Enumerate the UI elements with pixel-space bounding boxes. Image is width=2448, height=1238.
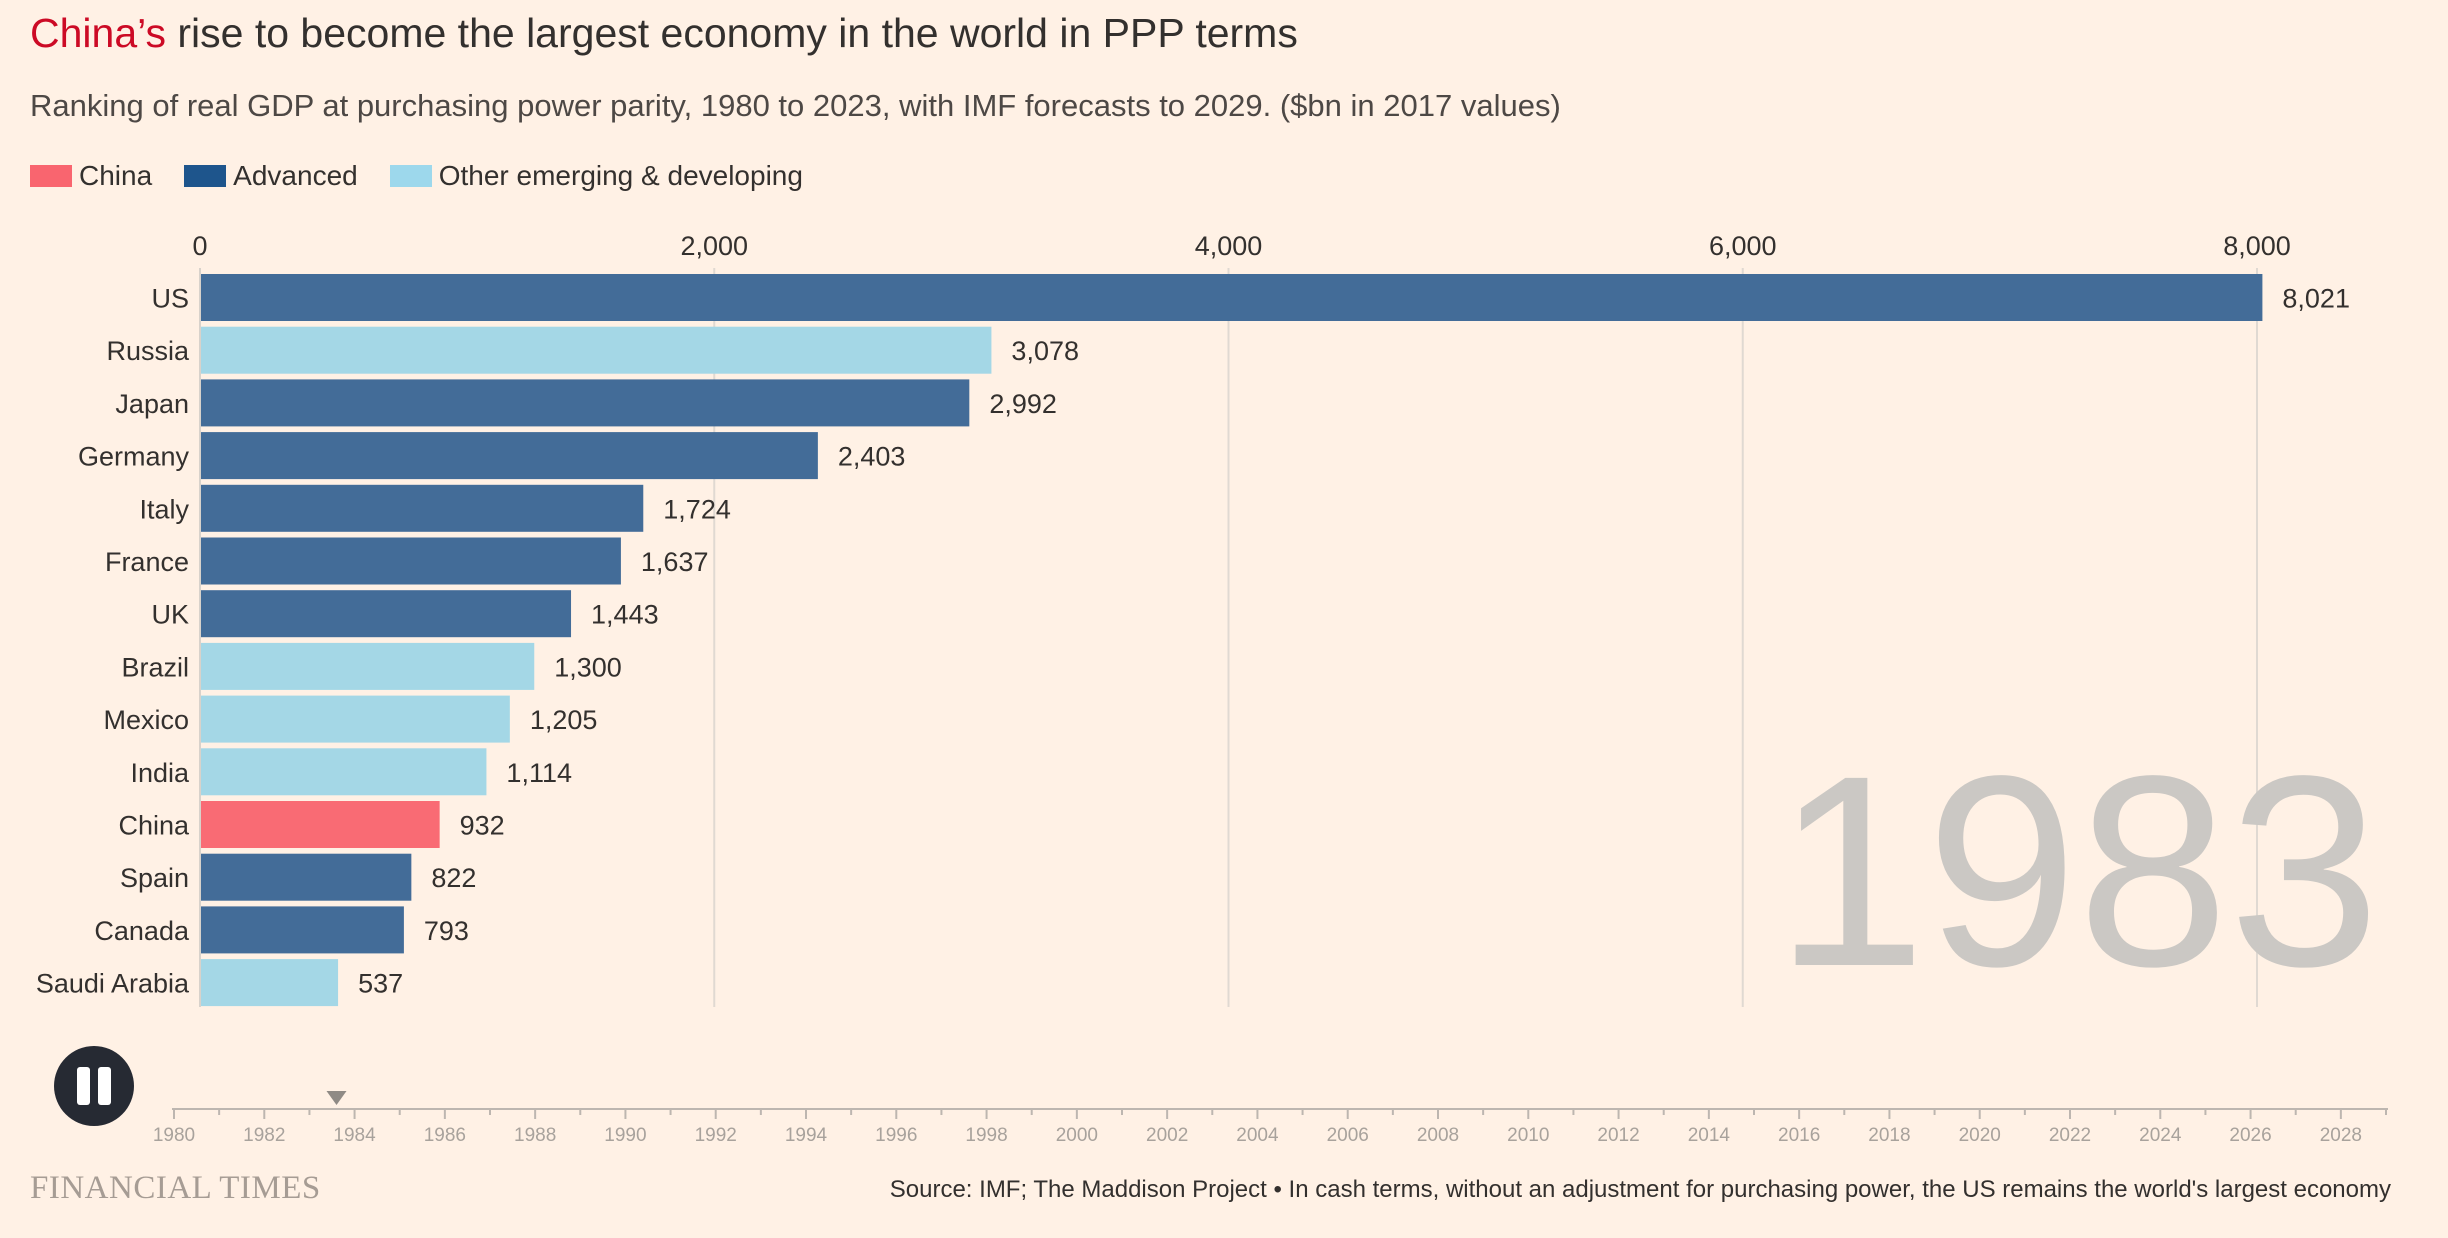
timeline-year-label: 2022: [2049, 1125, 2091, 1146]
legend-item-other: Other emerging & developing: [389, 160, 803, 192]
timeline-year-label: 1996: [875, 1125, 917, 1146]
timeline-year-label: 1992: [695, 1125, 737, 1146]
legend-label-china: China: [79, 160, 153, 191]
value-label: 3,078: [1011, 336, 1079, 366]
timeline-year-label: 1998: [965, 1125, 1007, 1146]
category-label: Brazil: [121, 652, 189, 682]
value-label: 1,300: [554, 652, 622, 682]
chart-title: China’s rise to become the largest econo…: [30, 10, 1298, 57]
category-label: India: [130, 758, 190, 788]
bar: [200, 432, 818, 480]
timeline-year-label: 2018: [1868, 1125, 1910, 1146]
x-tick-label: 8,000: [2223, 231, 2291, 261]
timeline-year-label: 2020: [1959, 1125, 2001, 1146]
bar: [200, 959, 339, 1007]
timeline-year-label: 2026: [2229, 1125, 2271, 1146]
year-watermark: 1983: [1775, 719, 2380, 1023]
legend: China Advanced Other emerging & developi…: [30, 160, 835, 192]
x-axis-ticks: 0 2,000 4,000 6,000 8,000: [192, 231, 2290, 261]
timeline-year-label: 2024: [2139, 1125, 2182, 1146]
value-label: 2,403: [838, 442, 906, 472]
value-label: 8,021: [2282, 284, 2350, 314]
pause-button[interactable]: [54, 1046, 134, 1126]
timeline-axis[interactable]: 1980 1982 1984 1986 1988 1990 1992 1994 1996 1998…: [153, 1091, 2388, 1146]
legend-label-other: Other emerging & developing: [438, 160, 803, 191]
timeline-year-label: 1982: [243, 1125, 285, 1146]
x-tick-label: 0: [192, 231, 207, 261]
bar: [200, 326, 992, 374]
bars: US 8,021 Russia 3,078 Japan 2,992 Germany 2,403…: [36, 268, 2350, 1007]
bar: [200, 906, 404, 954]
legend-item-advanced: Advanced: [184, 160, 358, 192]
category-label: Spain: [120, 863, 189, 893]
value-label: 1,443: [591, 600, 659, 630]
value-label: 1,637: [641, 547, 709, 577]
bar: [200, 379, 970, 427]
value-label: 1,114: [506, 758, 572, 788]
value-label: 2,992: [989, 389, 1057, 419]
legend-label-advanced: Advanced: [233, 160, 358, 191]
value-label: 793: [424, 916, 469, 946]
timeline-year-label: 1984: [333, 1125, 376, 1146]
timeline-year-label: 1980: [153, 1125, 195, 1146]
category-label: China: [118, 811, 190, 841]
legend-item-china: China: [30, 160, 152, 192]
timeline-year-label: 2004: [1236, 1125, 1279, 1146]
category-label: Canada: [94, 916, 190, 946]
legend-swatch-other: [389, 165, 432, 187]
bar: [200, 853, 412, 901]
bar: [200, 484, 644, 532]
value-label: 932: [460, 811, 505, 841]
bar: [200, 590, 572, 638]
value-label: 1,724: [663, 494, 731, 524]
category-label: Germany: [78, 442, 190, 472]
bar: [200, 801, 440, 848]
timeline-year-label: 2016: [1778, 1125, 1820, 1146]
category-label: Italy: [139, 494, 189, 524]
timeline-year-label: 1990: [604, 1125, 646, 1146]
category-label: France: [105, 547, 189, 577]
value-label: 1,205: [530, 705, 598, 735]
legend-swatch-china: [30, 165, 72, 187]
timeline-year-label: 2010: [1507, 1125, 1549, 1146]
x-tick-label: 2,000: [680, 231, 748, 261]
bar: [200, 537, 621, 585]
timeline-year-label: 1994: [785, 1125, 828, 1146]
category-label: US: [151, 284, 189, 314]
category-label: Mexico: [103, 705, 189, 735]
bar: [200, 274, 2263, 321]
timeline-year-label: 2008: [1417, 1125, 1459, 1146]
timeline-year-label: 1986: [424, 1125, 466, 1146]
ft-logo: FINANCIAL TIMES: [30, 1170, 321, 1206]
title-highlight: China’s: [30, 10, 166, 56]
chart-subtitle: Ranking of real GDP at purchasing power …: [30, 88, 1561, 123]
category-label: UK: [151, 600, 189, 630]
source-note: Source: IMF; The Maddison Project • In c…: [889, 1176, 2391, 1203]
timeline-marker-icon[interactable]: [326, 1091, 347, 1105]
legend-swatch-advanced: [184, 165, 227, 187]
timeline-year-label: 1988: [514, 1125, 556, 1146]
timeline-year-label: 2002: [1146, 1125, 1188, 1146]
value-label: 537: [358, 969, 403, 999]
category-label: Russia: [106, 336, 190, 366]
pause-icon: [77, 1067, 111, 1105]
bar: [200, 748, 487, 796]
bar: [200, 642, 535, 690]
timeline-year-label: 2000: [1056, 1125, 1098, 1146]
timeline-year-label: 2014: [1688, 1125, 1731, 1146]
x-tick-label: 4,000: [1195, 231, 1263, 261]
timeline-year-label: 2012: [1597, 1125, 1639, 1146]
x-tick-label: 6,000: [1709, 231, 1777, 261]
category-label: Japan: [115, 389, 189, 419]
value-label: 822: [431, 863, 476, 893]
timeline-year-label: 2028: [2320, 1125, 2362, 1146]
category-label: Saudi Arabia: [36, 969, 190, 999]
timeline-year-label: 2006: [1327, 1125, 1369, 1146]
bar: [200, 695, 510, 743]
title-rest: rise to become the largest economy in th…: [166, 10, 1298, 56]
